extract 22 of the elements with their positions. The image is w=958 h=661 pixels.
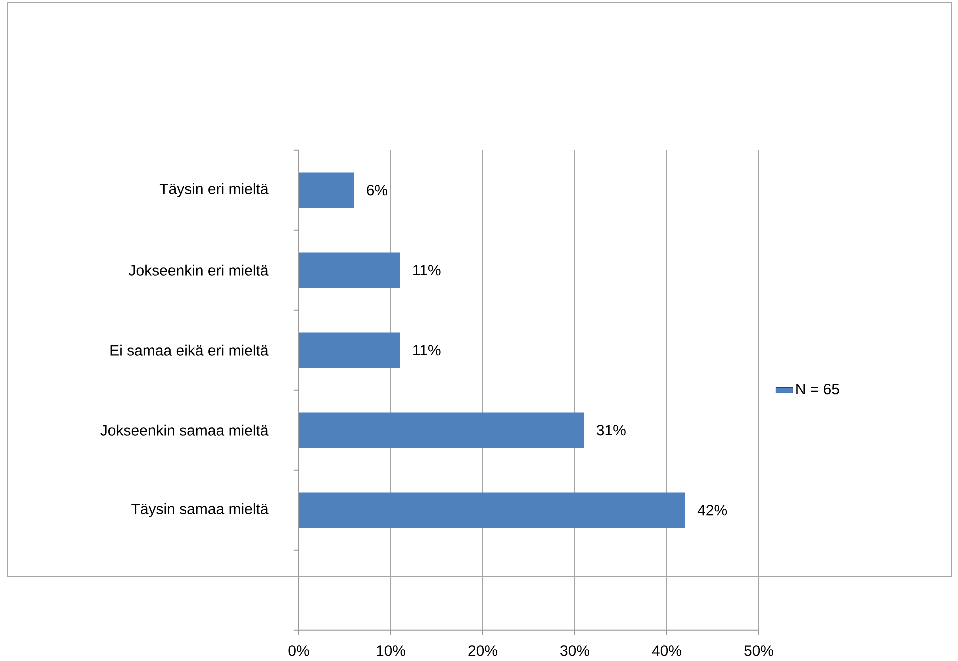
x-tick-label: 20% [468, 646, 498, 656]
data-label: 11% [414, 345, 441, 356]
x-tick-label: 50% [744, 646, 774, 656]
x-tick-label: 30% [560, 646, 590, 656]
y-tick-label: Jokseenkin samaa mieltä [100, 424, 269, 436]
bar [299, 412, 584, 448]
data-label: 11% [414, 265, 441, 276]
y-tick-label: Täysin samaa mieltä [132, 503, 269, 518]
data-label: 6% [367, 184, 388, 196]
x-tick-label: 0% [288, 646, 310, 656]
legend-label: N = 65 [796, 384, 840, 395]
bar [299, 172, 354, 208]
bar [299, 252, 400, 288]
data-label: 42% [698, 505, 728, 516]
y-tick-label: Ei samaa eikä eri mieltä [110, 344, 269, 356]
y-tick-label: Täysin eri mieltä [160, 183, 269, 198]
x-tick-label: 10% [377, 646, 406, 656]
bar [299, 492, 686, 528]
data-label: 31% [596, 424, 626, 436]
bar [299, 332, 400, 368]
y-tick-label: Jokseenkin eri mieltä [128, 264, 269, 276]
x-tick-label: 40% [652, 646, 682, 656]
